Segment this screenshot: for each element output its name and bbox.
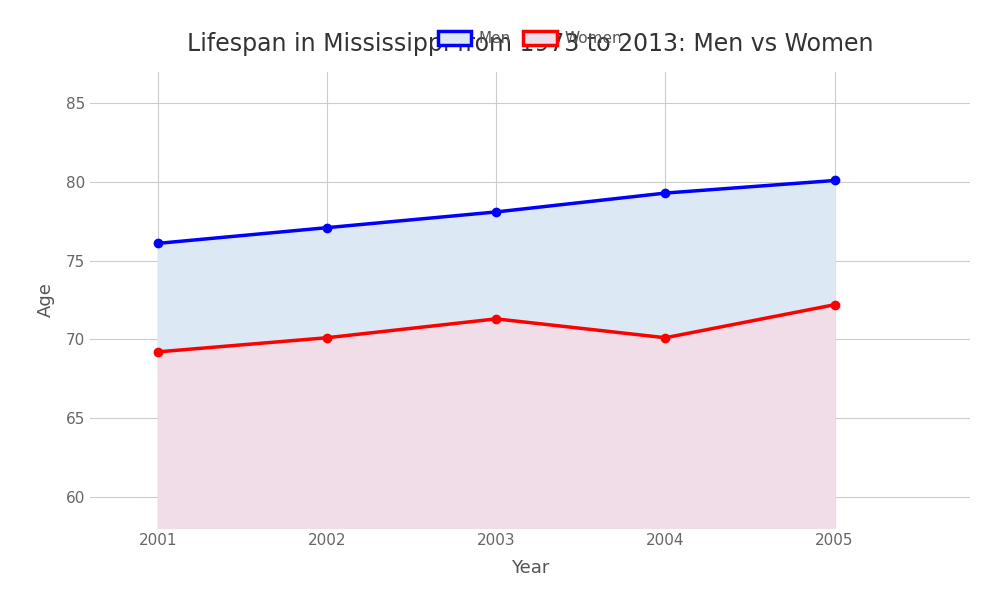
- Y-axis label: Age: Age: [37, 283, 55, 317]
- Legend: Men, Women: Men, Women: [432, 25, 628, 52]
- X-axis label: Year: Year: [511, 559, 549, 577]
- Title: Lifespan in Mississippi from 1973 to 2013: Men vs Women: Lifespan in Mississippi from 1973 to 201…: [187, 32, 873, 56]
